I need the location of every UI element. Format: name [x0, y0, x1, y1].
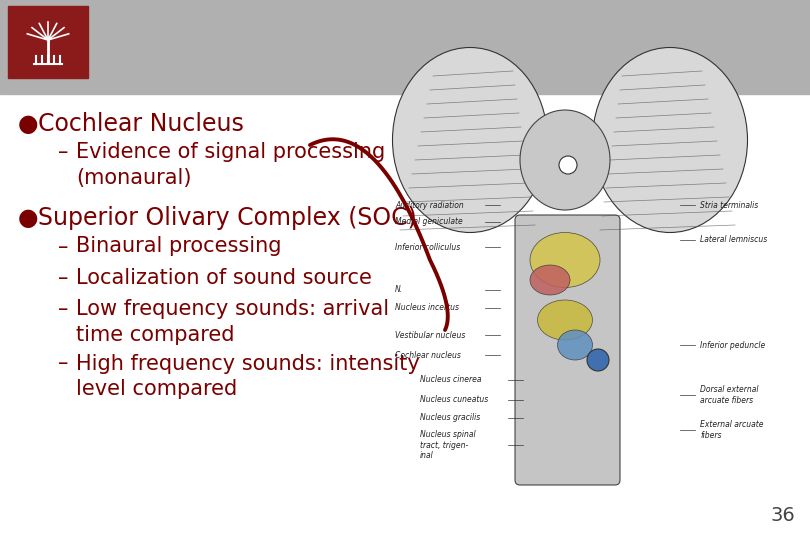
Ellipse shape — [520, 110, 610, 210]
Text: ●: ● — [18, 112, 39, 136]
Text: Vestibular nucleus: Vestibular nucleus — [395, 330, 466, 340]
Ellipse shape — [587, 349, 609, 371]
Text: –: – — [58, 354, 68, 374]
Text: Nucleus cinerea: Nucleus cinerea — [420, 375, 481, 384]
Text: Nucleus gracilis: Nucleus gracilis — [420, 414, 480, 422]
Text: Stria terminalis: Stria terminalis — [700, 200, 758, 210]
Text: Cochlear Nucleus: Cochlear Nucleus — [38, 112, 244, 136]
Bar — [390, 30, 805, 490]
Bar — [8, 6, 88, 78]
Text: Lateral lemniscus: Lateral lemniscus — [700, 235, 767, 245]
Text: External arcuate
fibers: External arcuate fibers — [700, 420, 764, 440]
Text: Nucleus cuneatus: Nucleus cuneatus — [420, 395, 488, 404]
Text: 36: 36 — [770, 506, 795, 525]
Ellipse shape — [557, 330, 592, 360]
Text: Localization of sound source: Localization of sound source — [76, 268, 372, 288]
Text: Evidence of signal processing
(monaural): Evidence of signal processing (monaural) — [76, 142, 386, 187]
Text: Medial geniculate: Medial geniculate — [395, 218, 463, 226]
Text: –: – — [58, 142, 68, 162]
Text: Cochlear nucleus: Cochlear nucleus — [395, 350, 461, 360]
Text: Binaural processing: Binaural processing — [76, 237, 282, 256]
FancyBboxPatch shape — [515, 215, 620, 485]
Bar — [0, 0, 810, 94]
Ellipse shape — [538, 300, 592, 340]
Text: Low frequency sounds: arrival
time compared: Low frequency sounds: arrival time compa… — [76, 299, 389, 345]
Text: Superior Olivary Complex (SOC): Superior Olivary Complex (SOC) — [38, 206, 417, 231]
Text: Inferior peduncle: Inferior peduncle — [700, 341, 765, 349]
Text: Nucleus incertus: Nucleus incertus — [395, 303, 459, 313]
Text: ●: ● — [18, 206, 39, 231]
Text: High frequency sounds: intensity
level compared: High frequency sounds: intensity level c… — [76, 354, 420, 399]
Text: Nucleus spinal
tract, trigen-
inal: Nucleus spinal tract, trigen- inal — [420, 430, 475, 460]
Ellipse shape — [592, 48, 748, 233]
Text: Dorsal external
arcuate fibers: Dorsal external arcuate fibers — [700, 386, 758, 404]
Text: Auditory radiation: Auditory radiation — [395, 200, 464, 210]
Ellipse shape — [393, 48, 548, 233]
Ellipse shape — [559, 156, 577, 174]
Text: N.: N. — [395, 286, 403, 294]
Text: –: – — [58, 299, 68, 319]
Text: –: – — [58, 268, 68, 288]
Text: Inferior colliculus: Inferior colliculus — [395, 242, 460, 252]
Ellipse shape — [530, 265, 570, 295]
Text: –: – — [58, 237, 68, 256]
Ellipse shape — [530, 233, 600, 287]
